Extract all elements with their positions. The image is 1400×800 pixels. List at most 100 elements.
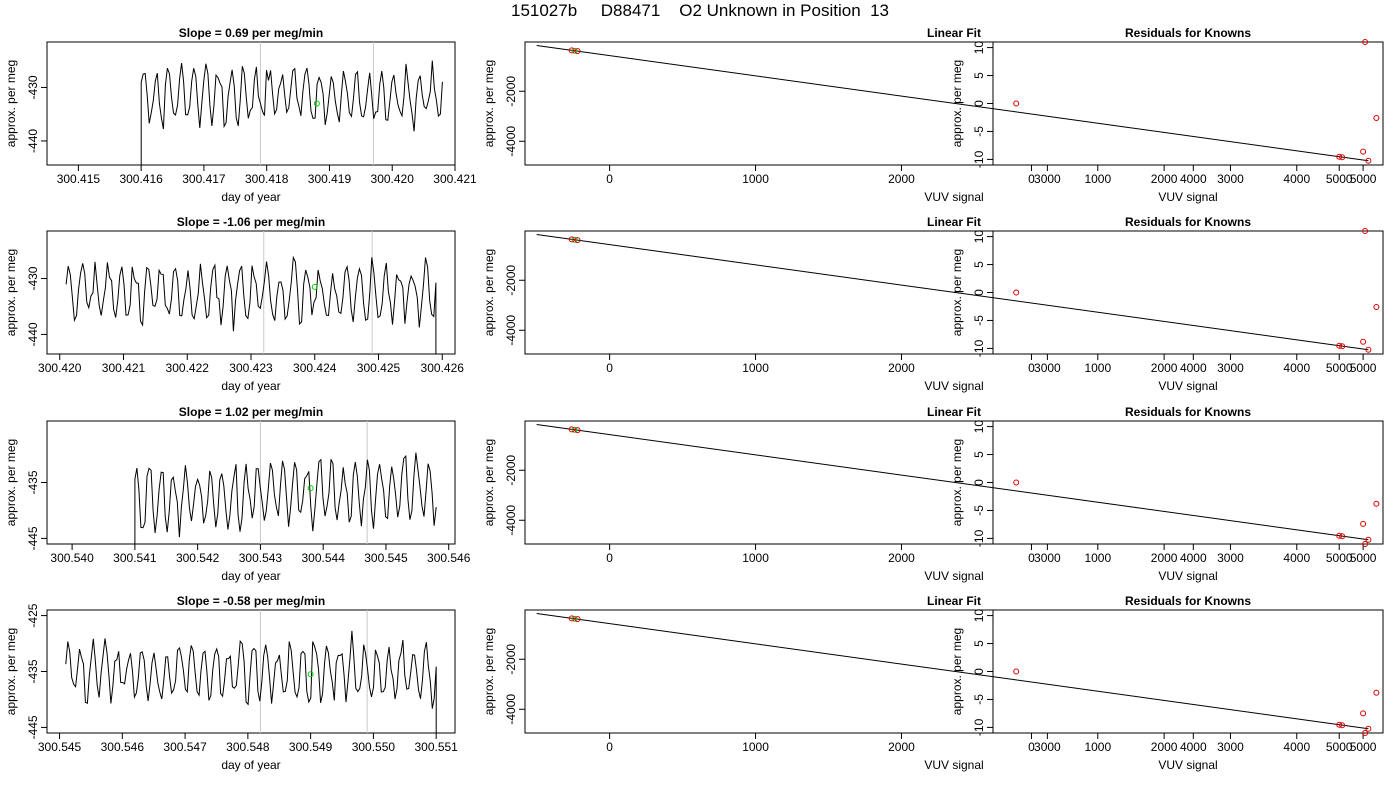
y-tick-label: 0: [972, 289, 986, 296]
x-axis-label: VUV signal: [1158, 569, 1217, 583]
data-point: [574, 616, 581, 623]
data-point: [571, 236, 578, 243]
x-tick-label: 3000: [1034, 551, 1061, 565]
x-tick-label: 300.546: [101, 740, 145, 754]
plot-data: [536, 613, 1369, 730]
y-tick-label: 0: [972, 479, 986, 486]
x-tick-label: 300.550: [352, 740, 396, 754]
x-tick-label: 1000: [742, 361, 769, 375]
y-tick-label: -10: [972, 150, 986, 168]
x-tick-label: 1000: [1084, 740, 1111, 754]
y-tick-label: -2000: [504, 644, 518, 675]
data-point: [571, 426, 578, 433]
y-axis-label: approx. per meg: [4, 439, 18, 526]
x-tick-label: 3000: [1034, 172, 1061, 186]
data-point: [1365, 157, 1372, 164]
y-tick-label: -430: [26, 266, 40, 290]
data-points: [1013, 39, 1380, 155]
data-point: [574, 237, 581, 244]
y-tick-label: 5: [972, 261, 986, 268]
y-tick-label: -4000: [504, 505, 518, 536]
y-tick-label: -440: [26, 322, 40, 346]
y-tick-label: 0: [972, 668, 986, 675]
x-tick-label: 0: [606, 361, 613, 375]
x-tick-label: 300.418: [245, 172, 289, 186]
data-points: [568, 236, 1372, 353]
data-point: [1336, 153, 1343, 160]
data-point: [568, 615, 575, 622]
data-point: [1360, 148, 1367, 155]
data-point: [1339, 343, 1346, 350]
data-point: [1365, 725, 1372, 732]
x-tick-label: 300.426: [421, 361, 465, 375]
chart-title: Residuals for Knowns: [1125, 594, 1251, 608]
plot-data: [536, 45, 1369, 162]
y-axis-label: approx. per meg: [950, 628, 964, 715]
x-axis-label: VUV signal: [924, 379, 983, 393]
x-tick-label: 300.419: [308, 172, 352, 186]
data-point: [571, 47, 578, 54]
y-tick-label: -4000: [504, 315, 518, 346]
x-tick-label: 3000: [1217, 551, 1244, 565]
y-axis-label: approx. per meg: [482, 60, 496, 147]
x-tick-label: 1000: [1084, 172, 1111, 186]
plot-data: [65, 610, 437, 733]
x-tick-label: 5000: [1350, 172, 1377, 186]
x-axis-label: day of year: [221, 569, 280, 583]
y-axis-label: approx. per meg: [950, 60, 964, 147]
plot-data: [134, 421, 437, 544]
x-tick-label: 300.423: [229, 361, 273, 375]
x-tick-label: 2000: [1151, 740, 1178, 754]
chart-title: Slope = -0.58 per meg/min: [177, 594, 325, 608]
data-point: [1336, 721, 1343, 728]
plot-frame: [992, 420, 1384, 545]
x-tick-label: 300.548: [226, 740, 270, 754]
x-tick-label: 4000: [1283, 551, 1310, 565]
chart-panel: Slope = 0.69 per meg/min 300.415 300.416 30…: [4, 26, 477, 204]
x-tick-label: 5000: [1326, 740, 1353, 754]
x-tick-label: 2000: [888, 361, 915, 375]
x-axis-label: VUV signal: [924, 569, 983, 583]
x-axis-label: day of year: [221, 379, 280, 393]
x-tick-label: 0: [606, 551, 613, 565]
data-point: [1373, 304, 1380, 311]
data-point: [1362, 730, 1369, 736]
x-tick-label: 300.540: [50, 551, 94, 565]
data-point: [574, 427, 581, 434]
x-tick-label: 300.416: [119, 172, 163, 186]
data-point: [1013, 100, 1020, 107]
x-tick-label: 300.545: [364, 551, 408, 565]
data-points: [1013, 668, 1380, 736]
x-tick-label: 4000: [1283, 740, 1310, 754]
chart-title: Slope = -1.06 per meg/min: [177, 215, 325, 229]
y-axis-label: approx. per meg: [482, 439, 496, 526]
x-tick-label: 300.544: [301, 551, 345, 565]
data-point: [568, 426, 575, 433]
y-axis-label: approx. per meg: [4, 628, 18, 715]
fit-line: [536, 45, 1369, 162]
x-tick-label: 300.421: [102, 361, 146, 375]
x-tick-label: 3000: [1034, 740, 1061, 754]
y-tick-label: -2000: [504, 455, 518, 486]
y-axis-label: approx. per meg: [950, 249, 964, 336]
y-tick-label: 5: [972, 451, 986, 458]
x-axis-label: VUV signal: [1158, 379, 1217, 393]
x-tick-label: 1000: [1084, 551, 1111, 565]
y-tick-label: -4000: [504, 694, 518, 725]
x-tick-label: 300.547: [163, 740, 207, 754]
y-tick-label: -10: [972, 339, 986, 357]
x-tick-label: 0: [606, 172, 613, 186]
mean-marker: [307, 485, 314, 492]
plot-data: [536, 424, 1369, 541]
y-tick-label: 10: [972, 41, 986, 55]
data-point: [1373, 115, 1380, 122]
x-tick-label: 0: [1028, 740, 1035, 754]
x-tick-label: 3000: [1217, 361, 1244, 375]
plot-data: [536, 234, 1369, 351]
signal-line: [65, 255, 437, 354]
data-point: [1362, 541, 1369, 547]
